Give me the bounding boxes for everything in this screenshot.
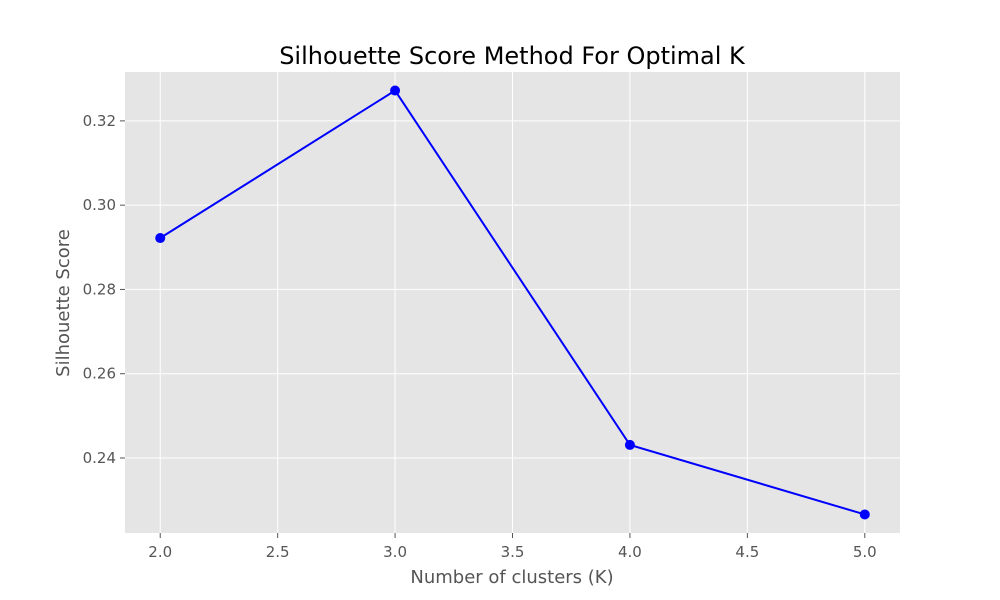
x-tick-label: 3.0 bbox=[383, 543, 407, 561]
x-axis-label: Number of clusters (K) bbox=[410, 567, 613, 588]
y-tick-label: 0.30 bbox=[83, 196, 116, 214]
series-layer bbox=[155, 85, 870, 520]
y-ticks: 0.24 0.26 0.28 0.30 0.32 bbox=[83, 112, 125, 467]
data-point bbox=[390, 85, 401, 96]
y-tick-label: 0.28 bbox=[83, 280, 116, 298]
y-gridlines bbox=[125, 120, 900, 459]
series-line bbox=[159, 89, 866, 516]
data-point bbox=[624, 439, 635, 450]
y-tick-label: 0.24 bbox=[83, 449, 116, 467]
x-tick-label: 2.5 bbox=[266, 543, 290, 561]
data-point bbox=[155, 233, 166, 244]
data-point bbox=[859, 509, 870, 520]
chart-title: Silhouette Score Method For Optimal K bbox=[279, 42, 746, 70]
x-tick-label: 4.0 bbox=[618, 543, 642, 561]
y-axis-label: Silhouette Score bbox=[53, 229, 74, 377]
x-tick-label: 5.0 bbox=[853, 543, 877, 561]
x-tick-label: 2.0 bbox=[148, 543, 172, 561]
x-tick-label: 3.5 bbox=[501, 543, 525, 561]
x-gridlines bbox=[159, 72, 866, 533]
x-tick-label: 4.5 bbox=[735, 543, 759, 561]
y-tick-label: 0.26 bbox=[83, 365, 116, 383]
y-tick-label: 0.32 bbox=[83, 112, 116, 130]
x-ticks: 2.0 2.5 3.0 3.5 4.0 4.5 5.0 bbox=[148, 533, 877, 561]
